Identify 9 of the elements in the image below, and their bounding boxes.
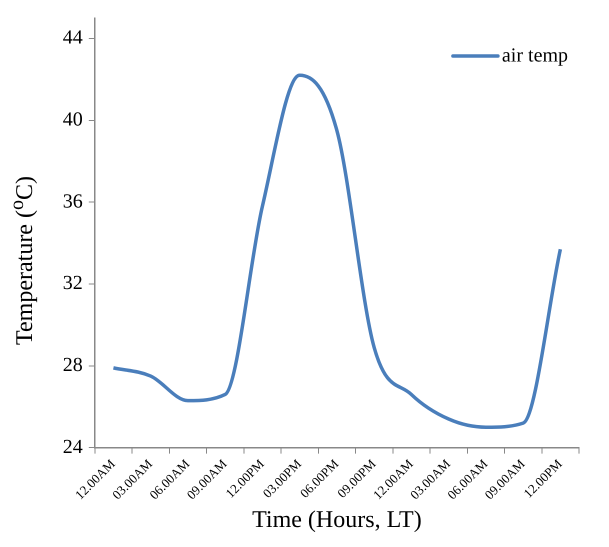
y-tick-label: 24 bbox=[62, 436, 83, 458]
x-axis-title: Time (Hours, LT) bbox=[252, 506, 422, 533]
y-tick-label: 36 bbox=[62, 190, 83, 212]
line-series bbox=[112, 74, 562, 429]
legend-label: air temp bbox=[502, 44, 568, 66]
y-tick-label: 32 bbox=[62, 272, 83, 294]
y-tick-label: 28 bbox=[62, 354, 83, 376]
y-tick-label: 44 bbox=[62, 26, 83, 49]
y-tick-label: 40 bbox=[62, 108, 83, 131]
